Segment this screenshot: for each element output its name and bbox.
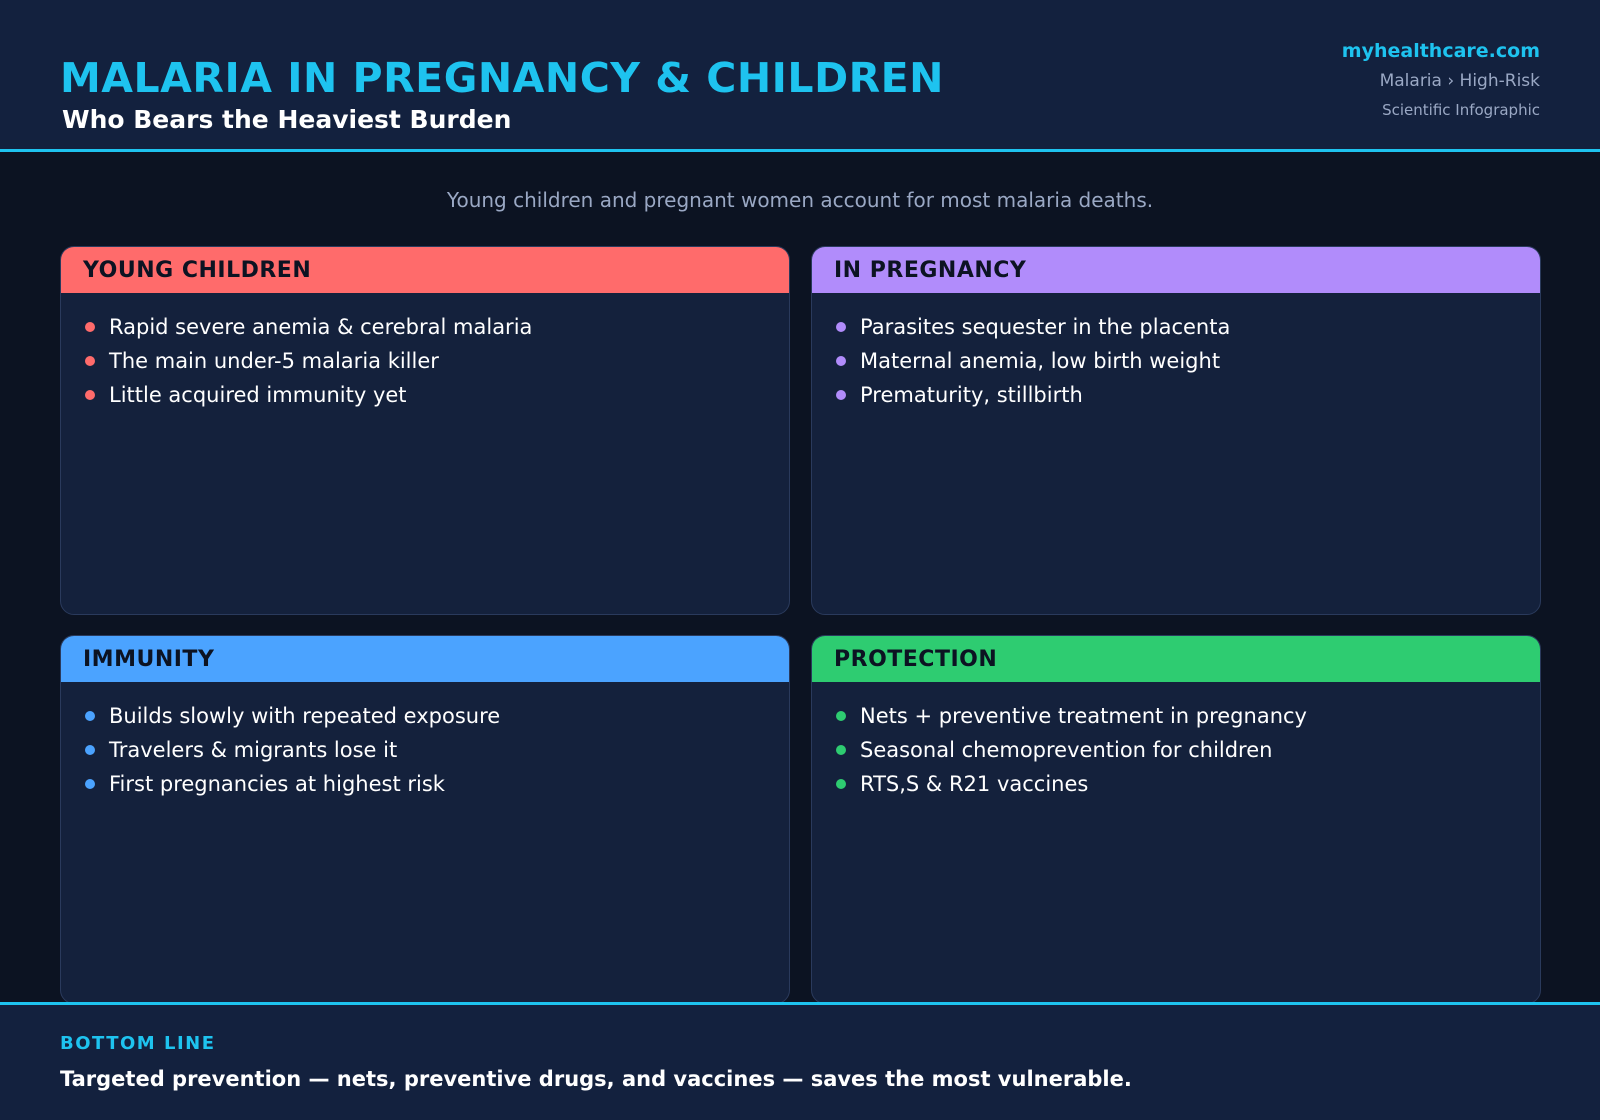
list-item-text: Rapid severe anemia & cerebral malaria [109,315,533,339]
bullet-icon [836,779,846,789]
list-item-text: First pregnancies at highest risk [109,772,445,796]
bullet-icon [85,711,95,721]
list-item: Maternal anemia, low birth weight [836,344,1540,378]
breadcrumb: Malaria › High-Risk [1379,71,1540,91]
list-item-text: Seasonal chemoprevention for children [860,738,1273,762]
bullet-icon [836,356,846,366]
bullet-icon [836,745,846,755]
list-item-text: Maternal anemia, low birth weight [860,349,1221,373]
bottom-line-label: BOTTOM LINE [60,1033,216,1054]
intro-text: Young children and pregnant women accoun… [446,188,1154,212]
list-item-text: The main under-5 malaria killer [109,349,439,373]
list-item: RTS,S & R21 vaccines [836,767,1540,801]
card-header: IMMUNITY [61,636,789,682]
header: MALARIA IN PREGNANCY & CHILDREN Who Bear… [0,0,1600,152]
list-item: Nets + preventive treatment in pregnancy [836,699,1540,733]
list-item: The main under-5 malaria killer [85,344,789,378]
bullet-icon [836,390,846,400]
list-item: Parasites sequester in the placenta [836,310,1540,344]
bullet-icon [85,779,95,789]
card-young-children: YOUNG CHILDREN Rapid severe anemia & cer… [60,246,790,615]
card-in-pregnancy: IN PREGNANCY Parasites sequester in the … [811,246,1541,615]
bullet-icon [85,745,95,755]
document-kind: Scientific Infographic [1382,101,1540,119]
bullet-icon [85,356,95,366]
card-protection: PROTECTION Nets + preventive treatment i… [811,635,1541,1004]
card-header: YOUNG CHILDREN [61,247,789,293]
list-item-text: RTS,S & R21 vaccines [860,772,1089,796]
list-item: Builds slowly with repeated exposure [85,699,789,733]
bullet-icon [85,322,95,332]
list-item-text: Parasites sequester in the placenta [860,315,1231,339]
list-item: Travelers & migrants lose it [85,733,789,767]
bullet-icon [836,322,846,332]
page-title: MALARIA IN PREGNANCY & CHILDREN [60,54,944,102]
list-item-text: Travelers & migrants lose it [109,738,398,762]
card-list: Builds slowly with repeated exposure Tra… [61,682,789,801]
list-item-text: Builds slowly with repeated exposure [109,704,501,728]
bullet-icon [85,390,95,400]
list-item-text: Nets + preventive treatment in pregnancy [860,704,1307,728]
list-item: Seasonal chemoprevention for children [836,733,1540,767]
page-subtitle: Who Bears the Heaviest Burden [62,105,512,134]
footer: BOTTOM LINE Targeted prevention — nets, … [0,1002,1600,1120]
bottom-line-text: Targeted prevention — nets, preventive d… [60,1067,1132,1091]
bullet-icon [836,711,846,721]
site-link[interactable]: myhealthcare.com [1341,40,1540,62]
card-header: IN PREGNANCY [812,247,1540,293]
list-item-text: Little acquired immunity yet [109,383,407,407]
card-list: Parasites sequester in the placenta Mate… [812,293,1540,412]
list-item: Rapid severe anemia & cerebral malaria [85,310,789,344]
card-list: Rapid severe anemia & cerebral malaria T… [61,293,789,412]
card-immunity: IMMUNITY Builds slowly with repeated exp… [60,635,790,1004]
card-header: PROTECTION [812,636,1540,682]
list-item: Little acquired immunity yet [85,378,789,412]
card-list: Nets + preventive treatment in pregnancy… [812,682,1540,801]
list-item-text: Prematurity, stillbirth [860,383,1083,407]
list-item: First pregnancies at highest risk [85,767,789,801]
list-item: Prematurity, stillbirth [836,378,1540,412]
